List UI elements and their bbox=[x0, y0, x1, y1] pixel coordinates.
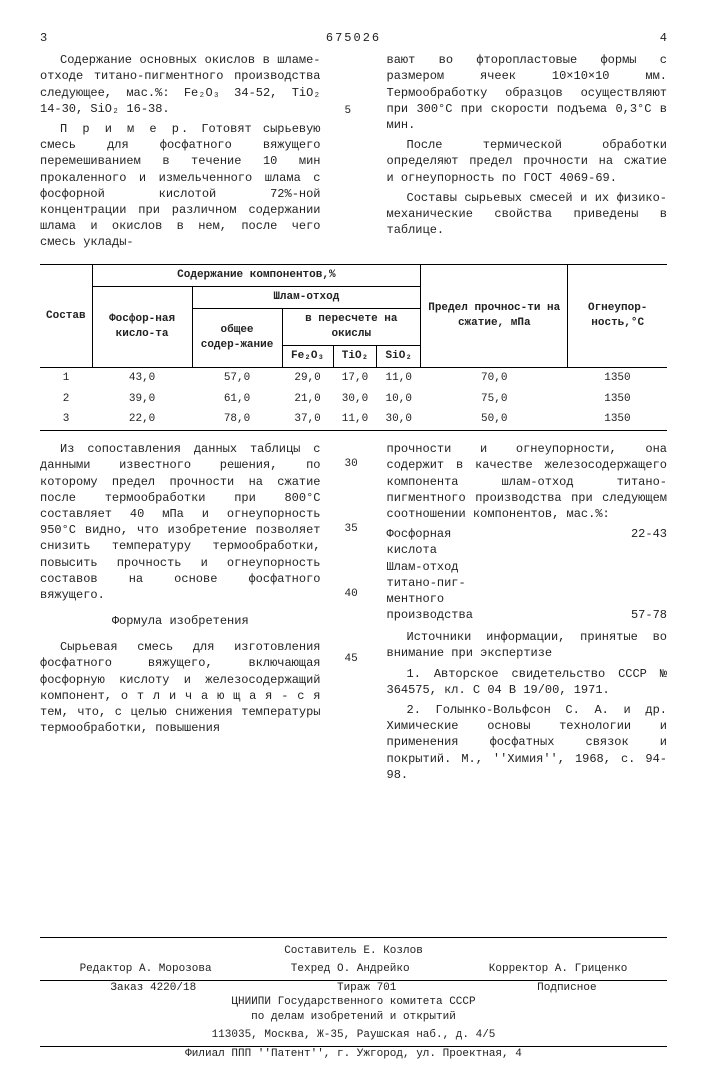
th-predel: Предел прочнос-ти на сжатие, мПа bbox=[421, 265, 568, 367]
table-cell: 37,0 bbox=[282, 409, 333, 430]
table-cell: 17,0 bbox=[333, 367, 377, 388]
th-peres: в пересчете на окислы bbox=[282, 309, 421, 346]
table-cell: 1350 bbox=[568, 389, 667, 410]
footer-credits: Редактор А. Морозова Техред О. Андрейко … bbox=[40, 959, 667, 981]
table-cell: 75,0 bbox=[421, 389, 568, 410]
table-header-row-1: Состав Содержание компонентов,% Предел п… bbox=[40, 265, 667, 287]
para-oxides: Содержание основных окислов в шламе-отхо… bbox=[40, 52, 321, 117]
table-cell: 29,0 bbox=[282, 367, 333, 388]
para-strength: прочности и огнеупорности, она содержит … bbox=[387, 441, 668, 522]
footer-order: Заказ 4220/18 bbox=[110, 981, 196, 996]
col-left-upper: Содержание основных окислов в шламе-отхо… bbox=[40, 52, 321, 254]
th-obshee: общее содер-жание bbox=[192, 309, 282, 368]
para-formula: Сырьевая смесь для изготовления фосфатно… bbox=[40, 639, 321, 736]
th-ogne: Огнеупор-ность,°С bbox=[568, 265, 667, 367]
th-si: SiO₂ bbox=[377, 345, 421, 367]
footer-block: Составитель Е. Козлов Редактор А. Морозо… bbox=[40, 937, 667, 1062]
table-cell: 3 bbox=[40, 409, 92, 430]
page-header: 3 675026 4 bbox=[40, 30, 667, 46]
comp-a-name: Фосфорная кислота bbox=[387, 526, 452, 558]
page-left-num: 3 bbox=[40, 30, 47, 46]
table-cell: 1350 bbox=[568, 367, 667, 388]
source-1: 1. Авторское свидетельство СССР № 364575… bbox=[387, 666, 668, 698]
source-2: 2. Голынко-Вольфсон С. А. и др. Химическ… bbox=[387, 702, 668, 783]
comp-a-val: 22-43 bbox=[631, 526, 667, 558]
para-forms: вают во фторопластовые формы с размером … bbox=[387, 52, 668, 133]
formula-title: Формула изобретения bbox=[40, 607, 321, 635]
col-right-upper: вают во фторопластовые формы с размером … bbox=[387, 52, 668, 254]
table-cell: 61,0 bbox=[192, 389, 282, 410]
page-right-num: 4 bbox=[660, 30, 667, 46]
lineno-5: 5 bbox=[345, 104, 363, 119]
th-fosf: Фосфор-ная кисло-та bbox=[92, 287, 192, 367]
th-sostav: Состав bbox=[40, 265, 92, 367]
th-content: Содержание компонентов,% bbox=[92, 265, 421, 287]
th-shlam: Шлам-отход bbox=[192, 287, 421, 309]
sources-intro: Источники информации, принятые во вниман… bbox=[387, 629, 668, 661]
footer-tech: Техред О. Андрейко bbox=[291, 962, 410, 977]
doc-number: 675026 bbox=[47, 30, 660, 46]
table-row: 239,061,021,030,010,075,01350 bbox=[40, 389, 667, 410]
table-cell: 11,0 bbox=[333, 409, 377, 430]
lineno-40: 40 bbox=[345, 587, 363, 602]
table-cell: 1 bbox=[40, 367, 92, 388]
line-numbers-lower: 30 35 40 45 bbox=[345, 441, 363, 787]
lineno-45: 45 bbox=[345, 652, 363, 667]
col-left-lower: Из сопоставления данных таблицы с данным… bbox=[40, 441, 321, 787]
footer-org1: ЦНИИПИ Государственного комитета СССР bbox=[40, 995, 667, 1010]
footer-org2: по делам изобретений и открытий bbox=[40, 1010, 667, 1025]
table-body: 143,057,029,017,011,070,01350239,061,021… bbox=[40, 367, 667, 431]
footer-addr2: Филиал ППП ''Патент'', г. Ужгород, ул. П… bbox=[40, 1047, 667, 1062]
footer-order-row: Заказ 4220/18 Тираж 701 Подписное bbox=[40, 981, 667, 996]
table-cell: 11,0 bbox=[377, 367, 421, 388]
footer-editor: Редактор А. Морозова bbox=[80, 962, 212, 977]
table-cell: 70,0 bbox=[421, 367, 568, 388]
table-cell: 39,0 bbox=[92, 389, 192, 410]
table-cell: 21,0 bbox=[282, 389, 333, 410]
component-row-b: Шлам-отход титано-пиг- ментного производ… bbox=[387, 559, 668, 624]
table-row: 322,078,037,011,030,050,01350 bbox=[40, 409, 667, 430]
table-cell: 1350 bbox=[568, 409, 667, 430]
lower-columns: Из сопоставления данных таблицы с данным… bbox=[40, 441, 667, 787]
table-cell: 10,0 bbox=[377, 389, 421, 410]
composition-table: Состав Содержание компонентов,% Предел п… bbox=[40, 264, 667, 431]
para-example: П р и м е р. Готовят сырьевую смесь для … bbox=[40, 121, 321, 251]
footer-compiler: Составитель Е. Козлов bbox=[40, 944, 667, 959]
table-cell: 30,0 bbox=[377, 409, 421, 430]
example-label: П р и м е р. bbox=[60, 122, 190, 136]
lineno-30: 30 bbox=[345, 457, 363, 472]
footer-podpis: Подписное bbox=[537, 981, 596, 996]
component-row-a: Фосфорная кислота 22-43 bbox=[387, 526, 668, 558]
example-text: Готовят сырьевую смесь для фосфатного вя… bbox=[40, 122, 321, 249]
comp-b-val: 57-78 bbox=[631, 607, 667, 623]
para-after-thermal: После термической обработки определяют п… bbox=[387, 137, 668, 186]
footer-corrector: Корректор А. Гриценко bbox=[489, 962, 628, 977]
comp-b-name: Шлам-отход титано-пиг- ментного производ… bbox=[387, 559, 473, 624]
footer-tirazh: Тираж 701 bbox=[337, 981, 396, 996]
para-comparison: Из сопоставления данных таблицы с данным… bbox=[40, 441, 321, 603]
th-fe: Fe₂O₃ bbox=[282, 345, 333, 367]
table-cell: 50,0 bbox=[421, 409, 568, 430]
table-cell: 22,0 bbox=[92, 409, 192, 430]
table-cell: 2 bbox=[40, 389, 92, 410]
table-row: 143,057,029,017,011,070,01350 bbox=[40, 367, 667, 388]
table-cell: 78,0 bbox=[192, 409, 282, 430]
th-ti: TiO₂ bbox=[333, 345, 377, 367]
para-compositions: Составы сырьевых смесей и их физико-меха… bbox=[387, 190, 668, 239]
lineno-35: 35 bbox=[345, 522, 363, 537]
table-cell: 57,0 bbox=[192, 367, 282, 388]
upper-columns: Содержание основных окислов в шламе-отхо… bbox=[40, 52, 667, 254]
table-cell: 43,0 bbox=[92, 367, 192, 388]
line-numbers-upper: 5 bbox=[345, 52, 363, 254]
table-cell: 30,0 bbox=[333, 389, 377, 410]
col-right-lower: прочности и огнеупорности, она содержит … bbox=[387, 441, 668, 787]
footer-addr1: 113035, Москва, Ж-35, Раушская наб., д. … bbox=[40, 1025, 667, 1047]
